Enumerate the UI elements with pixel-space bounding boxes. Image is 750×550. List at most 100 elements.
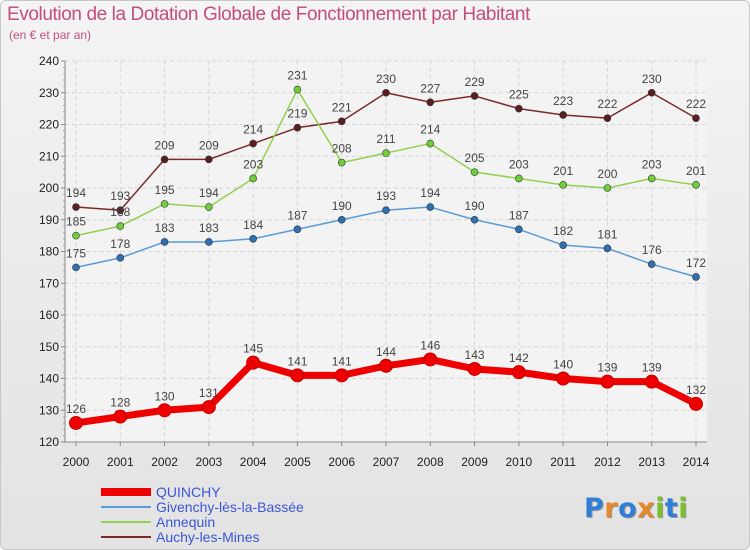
data-point-auchy-les-mines [72, 203, 80, 211]
x-tick-label: 2013 [638, 455, 665, 469]
y-tick-label: 210 [39, 149, 59, 163]
data-label-annequin: 201 [686, 164, 706, 178]
data-label-quinchy: 144 [376, 345, 396, 359]
data-point-givenchy-les-la-bassee [559, 241, 567, 249]
data-label-auchy-les-mines: 209 [199, 138, 219, 152]
data-label-auchy-les-mines: 221 [332, 100, 352, 114]
logo-letter: P [584, 493, 605, 524]
data-point-quinchy [113, 409, 128, 424]
data-label-auchy-les-mines: 214 [243, 123, 263, 137]
data-label-auchy-les-mines: 219 [287, 107, 307, 121]
x-tick-label: 2004 [240, 455, 267, 469]
data-label-givenchy-les-la-bassee: 187 [509, 208, 529, 222]
data-label-auchy-les-mines: 194 [66, 186, 86, 200]
data-point-quinchy [423, 352, 438, 367]
data-label-quinchy: 132 [686, 383, 706, 397]
data-label-givenchy-les-la-bassee: 190 [332, 199, 352, 213]
data-label-givenchy-les-la-bassee: 178 [110, 237, 130, 251]
data-label-annequin: 231 [287, 69, 307, 83]
legend-label: QUINCHY [156, 484, 221, 500]
chart-title: Evolution de la Dotation Globale de Fonc… [7, 4, 530, 25]
data-label-annequin: 203 [243, 157, 263, 171]
x-tick-label: 2011 [550, 455, 576, 469]
data-point-auchy-les-mines [205, 155, 213, 164]
data-point-auchy-les-mines [382, 88, 390, 97]
data-point-quinchy [689, 396, 703, 411]
data-label-annequin: 195 [155, 183, 175, 197]
x-tick-label: 2006 [328, 455, 355, 469]
data-label-annequin: 205 [465, 151, 485, 165]
data-label-quinchy: 140 [553, 358, 573, 372]
data-point-quinchy [556, 371, 571, 386]
data-point-quinchy [600, 374, 615, 389]
data-point-annequin [647, 174, 656, 183]
data-point-annequin [293, 85, 302, 94]
data-point-givenchy-les-la-bassee [160, 238, 169, 246]
data-point-auchy-les-mines [426, 98, 435, 107]
data-label-givenchy-les-la-bassee: 175 [66, 246, 86, 260]
data-label-givenchy-les-la-bassee: 172 [686, 256, 706, 270]
data-point-givenchy-les-la-bassee [382, 206, 390, 215]
data-label-auchy-les-mines: 230 [642, 72, 662, 86]
data-label-annequin: 194 [199, 186, 219, 200]
data-label-givenchy-les-la-bassee: 187 [287, 208, 307, 222]
data-label-quinchy: 128 [110, 396, 130, 410]
data-point-givenchy-les-la-bassee [116, 254, 125, 262]
x-tick-label: 2007 [373, 455, 400, 469]
logo-letter: i [678, 493, 689, 524]
data-point-givenchy-les-la-bassee [426, 203, 435, 211]
data-label-quinchy: 145 [243, 342, 263, 356]
data-point-auchy-les-mines [160, 155, 169, 164]
x-tick-label: 2005 [284, 455, 311, 469]
data-point-quinchy [246, 355, 261, 370]
data-point-givenchy-les-la-bassee [603, 244, 612, 253]
data-point-givenchy-les-la-bassee [515, 225, 523, 234]
legend-label: Givenchy-lès-la-Bassée [156, 499, 304, 515]
data-label-auchy-les-mines: 229 [465, 75, 485, 89]
y-tick-label: 120 [39, 435, 59, 449]
data-label-givenchy-les-la-bassee: 176 [642, 243, 662, 257]
legend-label: Annequin [156, 514, 215, 530]
data-point-auchy-les-mines [249, 139, 257, 148]
data-point-auchy-les-mines [692, 114, 700, 122]
x-tick-label: 2010 [506, 455, 533, 469]
x-tick-label: 2012 [594, 455, 621, 469]
data-label-auchy-les-mines: 230 [376, 72, 396, 86]
data-point-annequin [205, 203, 213, 211]
data-point-givenchy-les-la-bassee [72, 263, 80, 272]
data-point-annequin [382, 149, 390, 157]
data-label-annequin: 203 [509, 157, 529, 171]
data-point-auchy-les-mines [515, 104, 523, 113]
data-label-quinchy: 143 [465, 348, 485, 362]
data-point-givenchy-les-la-bassee [337, 215, 346, 224]
data-label-givenchy-les-la-bassee: 182 [553, 224, 573, 238]
y-tick-label: 200 [39, 181, 59, 195]
y-tick-label: 240 [39, 54, 59, 68]
data-label-auchy-les-mines: 209 [155, 138, 175, 152]
data-label-annequin: 200 [597, 167, 617, 181]
data-point-annequin [72, 231, 80, 240]
data-label-givenchy-les-la-bassee: 190 [465, 199, 485, 213]
data-point-quinchy [290, 368, 305, 383]
data-point-quinchy [644, 374, 659, 389]
data-label-auchy-les-mines: 222 [686, 97, 706, 111]
data-point-annequin [515, 174, 523, 183]
data-label-annequin: 214 [420, 123, 440, 137]
data-point-quinchy [379, 358, 393, 373]
data-label-givenchy-les-la-bassee: 184 [243, 218, 263, 232]
data-label-quinchy: 142 [509, 351, 529, 365]
y-tick-label: 130 [39, 403, 59, 417]
data-point-givenchy-les-la-bassee [692, 273, 700, 281]
data-point-auchy-les-mines [337, 117, 346, 126]
data-point-annequin [337, 158, 346, 167]
data-label-auchy-les-mines: 222 [597, 97, 617, 111]
data-label-auchy-les-mines: 225 [509, 88, 529, 102]
data-label-givenchy-les-la-bassee: 183 [199, 221, 219, 235]
data-label-auchy-les-mines: 223 [553, 94, 573, 108]
chart-subtitle: (en € et par an) [9, 28, 92, 42]
data-point-annequin [559, 181, 567, 189]
data-point-annequin [160, 200, 169, 208]
y-tick-label: 150 [39, 340, 59, 354]
data-point-quinchy [467, 361, 482, 376]
data-point-auchy-les-mines [293, 123, 302, 132]
